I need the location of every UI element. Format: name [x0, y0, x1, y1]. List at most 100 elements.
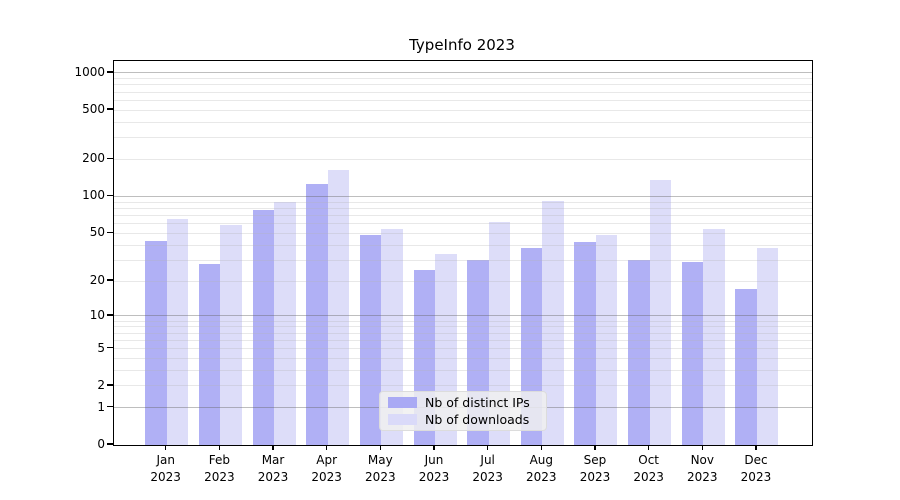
x-tick-year: 2023	[579, 470, 611, 484]
x-tick-label-oct: Oct 2023	[617, 452, 681, 486]
x-tick-label-nov: Nov 2023	[670, 452, 734, 486]
x-tick-month: Sep	[583, 453, 607, 467]
x-tick-month: Feb	[208, 453, 230, 467]
x-tick-label-dec: Dec 2023	[724, 452, 788, 486]
x-tick-label-jun: Jun 2023	[402, 452, 466, 486]
gridline-major	[114, 195, 812, 197]
gridline-minor	[114, 137, 812, 139]
bar-downloads-dec	[756, 247, 779, 445]
x-tick-mark	[218, 445, 221, 450]
y-tick-label-1000: 1000	[74, 64, 105, 79]
bar-distinct-ips-dec	[735, 289, 757, 445]
y-tick-label-50: 50	[89, 225, 105, 240]
y-tick-mark	[107, 108, 113, 110]
legend-item-distinct-ips: Nb of distinct IPs	[388, 394, 538, 411]
bar-distinct-ips-feb	[198, 263, 221, 445]
y-tick-label-0: 0	[97, 437, 105, 451]
x-tick-year: 2023	[687, 470, 718, 484]
gridline-minor	[114, 207, 812, 209]
x-tick-mark	[755, 445, 757, 450]
x-tick-label-feb: Feb 2023	[187, 452, 251, 486]
bar-downloads-mar	[274, 202, 296, 445]
x-tick-mark	[594, 445, 596, 450]
x-tick-year: 2023	[740, 470, 772, 484]
x-tick-year: 2023	[150, 470, 181, 484]
gridline-minor	[114, 158, 812, 160]
y-tick-mark	[107, 279, 113, 281]
x-tick-label-sep: Sep 2023	[563, 452, 627, 486]
x-tick-month: Apr	[316, 453, 338, 467]
x-tick-month: Jul	[480, 453, 495, 467]
gridline-minor	[114, 223, 812, 225]
x-tick-year: 2023	[472, 470, 503, 484]
legend-item-downloads: Nb of downloads	[388, 411, 538, 428]
x-tick-label-mar: Mar 2023	[241, 452, 305, 486]
gridline-minor	[114, 84, 812, 86]
x-tick-year: 2023	[311, 470, 342, 484]
gridline-minor	[114, 78, 812, 80]
legend-label-downloads: Nb of downloads	[425, 412, 530, 427]
bar-distinct-ips-apr	[306, 184, 328, 445]
x-tick-mark	[647, 445, 650, 450]
x-tick-mark	[433, 445, 435, 450]
gridline-minor	[114, 99, 812, 101]
x-tick-mark	[164, 445, 167, 450]
y-tick-mark	[107, 231, 113, 233]
x-tick-year: 2023	[204, 470, 235, 484]
bar-distinct-ips-oct	[628, 260, 650, 445]
y-tick-label-20: 20	[89, 273, 105, 288]
legend-label-distinct-ips: Nb of distinct IPs	[425, 395, 530, 410]
x-tick-mark	[379, 445, 382, 450]
x-tick-mark	[272, 445, 274, 450]
y-tick-label-100: 100	[82, 188, 105, 203]
y-tick-label-500: 500	[82, 102, 105, 117]
gridline-major	[114, 72, 812, 74]
y-tick-mark	[107, 314, 113, 316]
gridline-minor	[114, 109, 812, 111]
y-tick-label-200: 200	[82, 151, 105, 166]
x-tick-mark	[325, 445, 328, 450]
gridline-minor	[114, 91, 812, 93]
legend-swatch-distinct-ips	[388, 397, 417, 408]
x-tick-label-aug: Aug 2023	[509, 452, 573, 486]
y-tick-mark	[107, 71, 113, 73]
y-tick-mark	[107, 194, 113, 197]
x-tick-label-may: May 2023	[348, 452, 412, 486]
y-tick-mark	[107, 346, 113, 349]
x-tick-year: 2023	[633, 470, 664, 484]
bar-distinct-ips-sep	[574, 242, 596, 445]
x-tick-label-apr: Apr 2023	[295, 452, 359, 486]
bar-downloads-aug	[542, 200, 564, 445]
x-tick-month: May	[367, 453, 393, 467]
bar-downloads-feb	[220, 225, 242, 445]
bar-distinct-ips-nov	[681, 261, 704, 445]
x-tick-mark	[486, 445, 489, 450]
y-tick-label-5: 5	[97, 340, 105, 355]
x-tick-mark	[540, 445, 543, 450]
y-tick-mark	[107, 443, 113, 445]
y-tick-label-1: 1	[97, 399, 105, 414]
gridline-minor	[114, 201, 812, 203]
y-tick-mark	[107, 405, 113, 408]
x-tick-month: Jan	[156, 453, 175, 467]
bar-downloads-nov	[703, 229, 725, 445]
gridline-minor	[114, 121, 812, 123]
x-tick-year: 2023	[365, 470, 396, 484]
bar-downloads-oct	[649, 179, 672, 445]
bar-downloads-sep	[595, 235, 618, 445]
plot-inner	[114, 61, 812, 445]
plot-area	[113, 60, 813, 446]
x-tick-month: Dec	[744, 453, 768, 467]
y-tick-mark	[107, 384, 113, 386]
bar-distinct-ips-jan	[145, 241, 167, 445]
x-tick-year: 2023	[526, 470, 557, 484]
gridline-minor	[114, 214, 812, 216]
x-tick-year: 2023	[257, 470, 289, 484]
x-tick-month: Nov	[690, 453, 714, 467]
bar-distinct-ips-may	[359, 235, 382, 445]
legend: Nb of distinct IPs Nb of downloads	[379, 391, 547, 431]
x-tick-month: Oct	[638, 453, 659, 467]
y-tick-label-10: 10	[89, 307, 105, 322]
x-tick-month: Aug	[529, 453, 554, 467]
